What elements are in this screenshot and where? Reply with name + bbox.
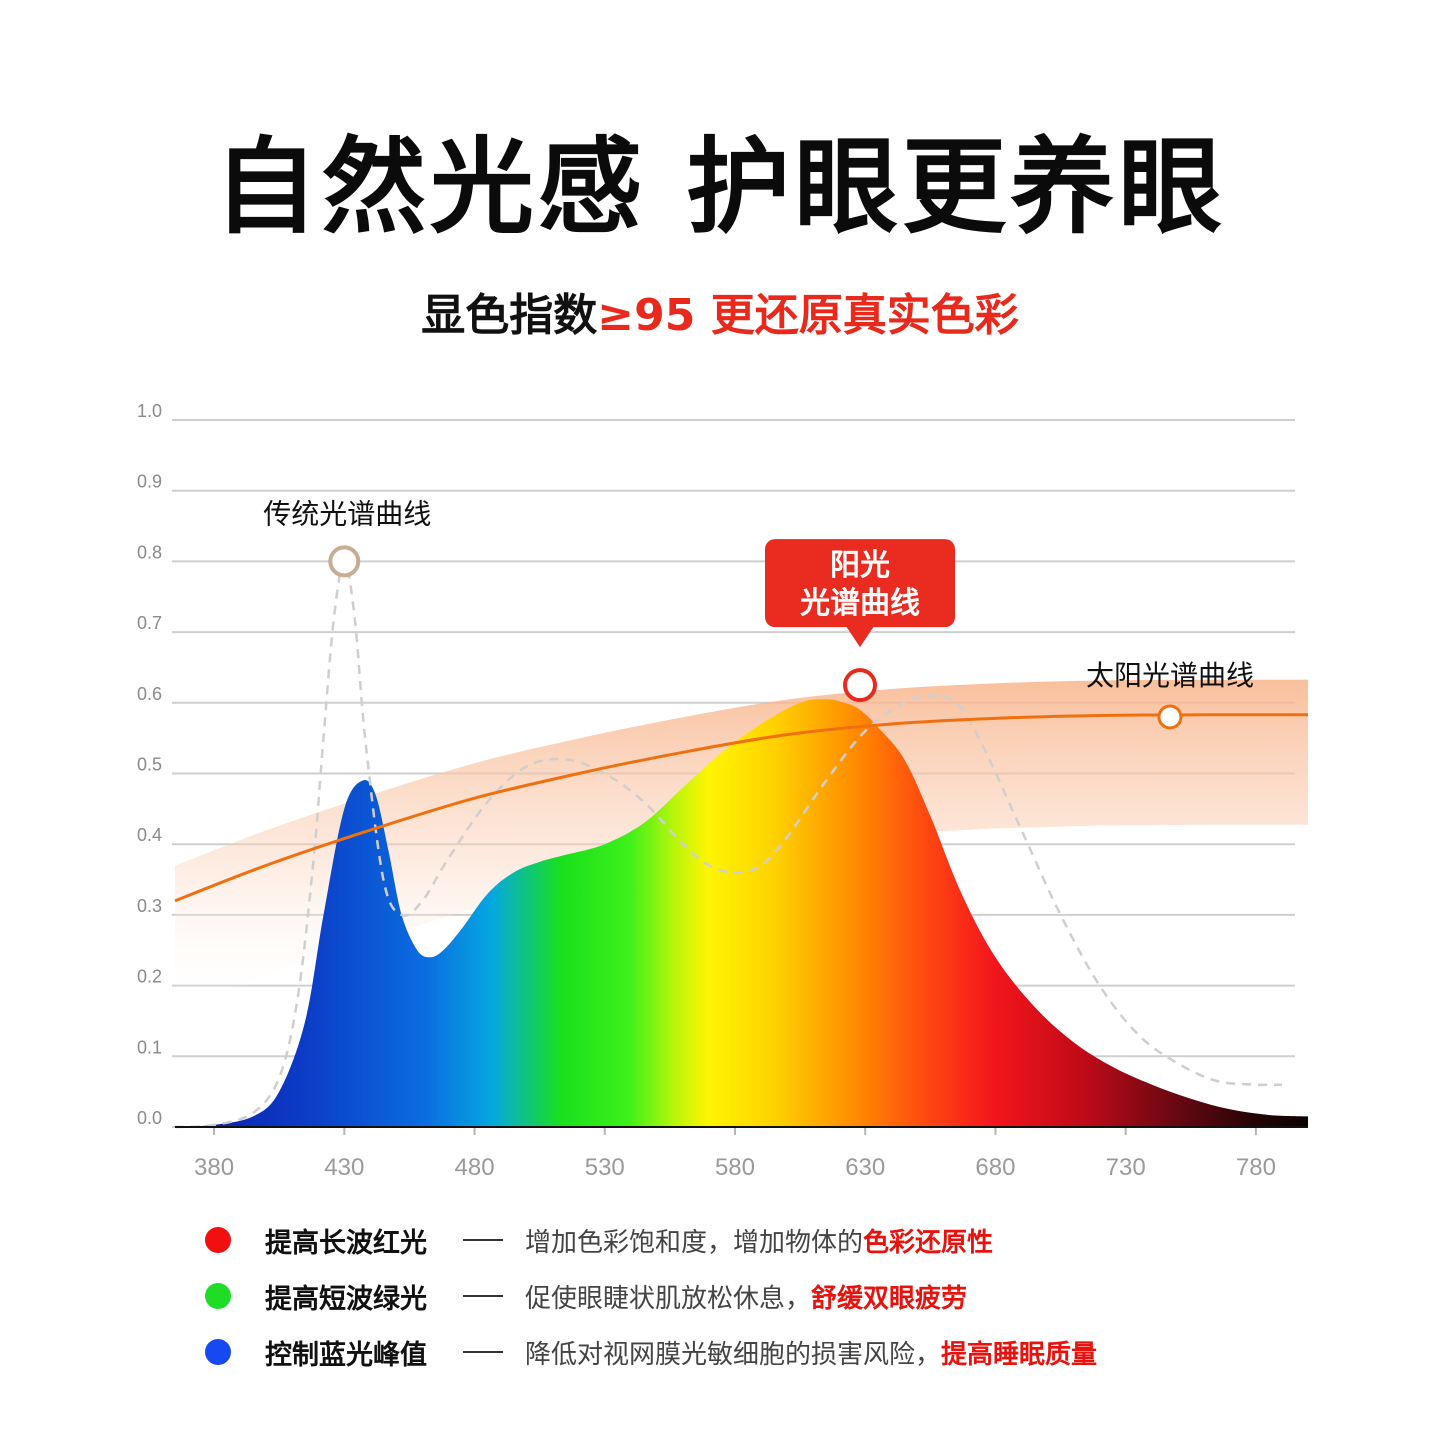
y-tick-label: 0.9 xyxy=(137,472,162,492)
y-tick-label: 1.0 xyxy=(137,401,162,421)
x-tick-label: 730 xyxy=(1106,1154,1146,1181)
legend-dash xyxy=(463,1351,503,1353)
legend-row-green: 提高短波绿光 促使眼睫状肌放松休息， 舒缓双眼疲劳 xyxy=(205,1268,1305,1324)
x-tick-label: 780 xyxy=(1236,1154,1276,1181)
legend-label: 控制蓝光峰值 xyxy=(265,1339,427,1371)
y-tick-label: 0.2 xyxy=(137,967,162,987)
solar-spectrum-line xyxy=(174,713,1309,903)
sunlight-callout-box xyxy=(765,539,956,628)
traditional-curve-label: 传统光谱曲线 xyxy=(263,497,431,530)
subtitle-prefix: 显色指数 xyxy=(421,290,598,341)
y-tick-label: 0.1 xyxy=(137,1037,162,1057)
legend-desc: 促使眼睫状肌放松休息， xyxy=(525,1283,812,1314)
y-tick-label: 0.8 xyxy=(137,542,162,562)
y-tick-label: 0.7 xyxy=(137,613,162,633)
x-tick-label: 430 xyxy=(324,1154,364,1181)
y-tick-label: 0.3 xyxy=(137,896,162,916)
callout-pointer xyxy=(846,626,875,648)
page-title: 自然光感 护眼更养眼 xyxy=(213,126,1227,248)
x-tick-label: 630 xyxy=(845,1154,885,1181)
legend-row-blue: 控制蓝光峰值 降低对视网膜光敏细胞的损害风险， 提高睡眠质量 xyxy=(205,1324,1305,1380)
legend-desc: 增加色彩饱和度，增加物体的 xyxy=(525,1227,864,1258)
traditional-spectrum-line xyxy=(174,560,1283,1129)
y-tick-label: 0.5 xyxy=(137,755,162,775)
legend-highlight: 舒缓双眼疲劳 xyxy=(811,1283,968,1314)
page-subtitle: 显色指数≥95 更还原真实色彩 xyxy=(0,290,1440,343)
legend-label: 提高短波绿光 xyxy=(265,1283,427,1315)
x-tick-label: 480 xyxy=(455,1154,495,1181)
sunlight-callout-label: 阳光光谱曲线 xyxy=(800,548,920,621)
legend: 提高长波红光 增加色彩饱和度，增加物体的 色彩还原性 提高短波绿光 促使眼睫状肌放… xyxy=(205,1212,1305,1380)
legend-dash xyxy=(463,1295,503,1297)
x-tick-label: 580 xyxy=(715,1154,755,1181)
solar-curve-marker xyxy=(1157,704,1183,730)
blue-dot-icon xyxy=(205,1339,231,1365)
y-tick-label: 0.4 xyxy=(137,825,162,845)
spectrum-chart: 0.0 0.1 0.2 0.3 0.4 0.5 0.6 0.7 0.8 0.9 1.0 380 430 4… xyxy=(137,401,1309,1181)
legend-dash xyxy=(463,1239,503,1241)
y-tick-label: 0.6 xyxy=(137,684,162,704)
legend-label: 提高长波红光 xyxy=(265,1227,427,1259)
traditional-peak-marker xyxy=(328,545,361,578)
legend-highlight: 提高睡眠质量 xyxy=(941,1339,1098,1370)
x-tick-label: 380 xyxy=(194,1154,234,1181)
legend-desc: 降低对视网膜光敏细胞的损害风险， xyxy=(525,1339,942,1370)
legend-row-red: 提高长波红光 增加色彩饱和度，增加物体的 色彩还原性 xyxy=(205,1212,1305,1268)
green-dot-icon xyxy=(205,1283,231,1309)
sunlight-peak-marker xyxy=(843,668,878,703)
solar-curve-label: 太阳光谱曲线 xyxy=(1086,659,1254,692)
red-dot-icon xyxy=(205,1227,231,1253)
sunlight-spectrum-area xyxy=(175,699,1308,1127)
y-tick-label: 0.0 xyxy=(137,1108,162,1128)
legend-highlight: 色彩还原性 xyxy=(863,1227,994,1258)
x-tick-label: 530 xyxy=(585,1154,625,1181)
callout-line: 阳光 xyxy=(830,548,890,583)
callout-line: 光谱曲线 xyxy=(800,586,920,621)
subtitle-highlight: ≥95 更还原真实色彩 xyxy=(597,290,1019,341)
x-tick-label: 680 xyxy=(975,1154,1015,1181)
